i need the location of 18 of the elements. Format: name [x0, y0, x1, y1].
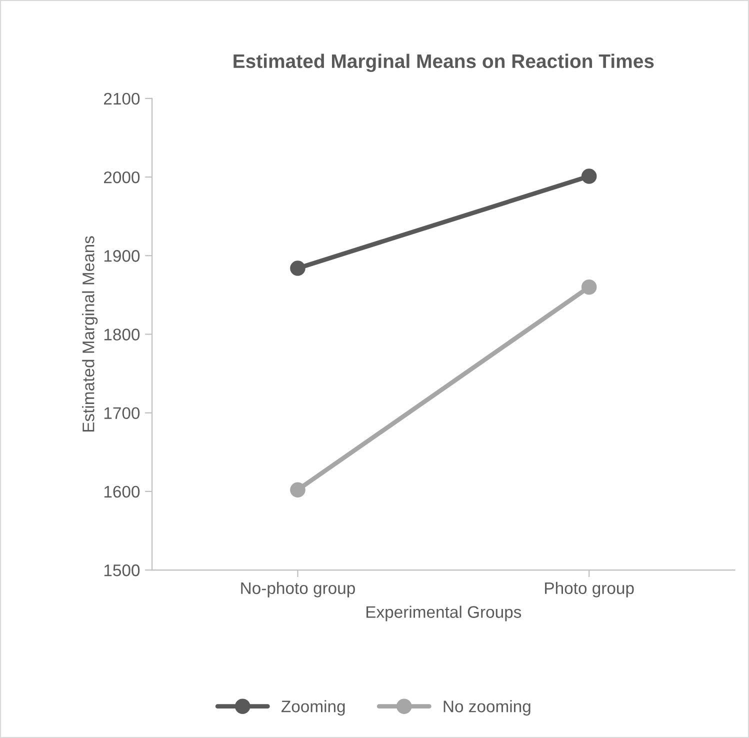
point	[581, 279, 597, 295]
x-tick-label: Photo group	[545, 582, 634, 598]
point	[581, 168, 597, 184]
x-axis-title: Experimental Groups	[366, 606, 522, 622]
y-tick-label: 2000	[104, 171, 140, 184]
legend-label: No zooming	[444, 700, 530, 716]
y-tick-label: 1700	[104, 407, 140, 420]
y-tick-label: 1900	[104, 250, 140, 262]
point	[290, 260, 306, 276]
y-tick-label: 2100	[104, 92, 140, 105]
y-tick-label: 1600	[104, 486, 140, 498]
y-tick-label: 1800	[104, 328, 140, 340]
legend-label: Zooming	[281, 700, 345, 716]
y-tick-label: 1500	[104, 564, 140, 576]
point	[290, 482, 306, 498]
y-axis-title: Estimated Marginal Means	[82, 236, 98, 432]
x-tick-label: No-photo group	[241, 582, 355, 598]
chart-title: Estimated Marginal Means on Reaction Times	[234, 54, 654, 72]
